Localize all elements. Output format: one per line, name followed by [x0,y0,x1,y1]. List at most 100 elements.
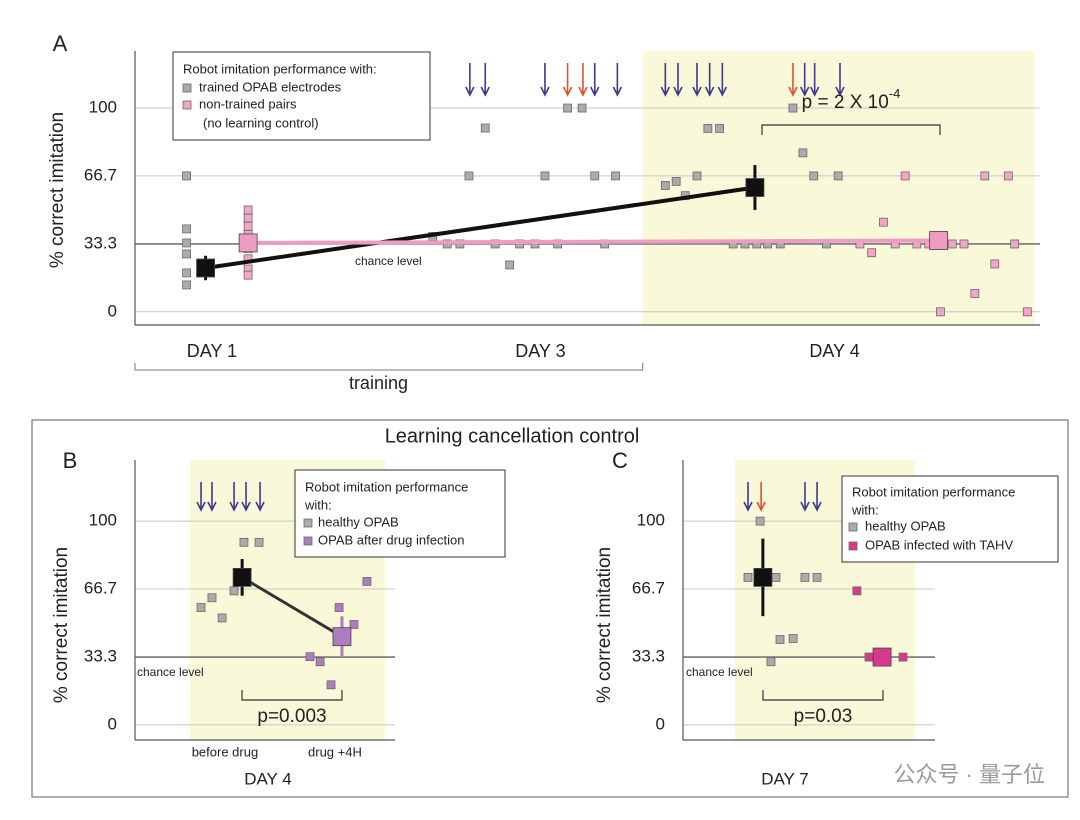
arrow [704,63,715,97]
data-point [229,586,239,596]
data-point [1022,307,1032,317]
data-point [239,537,249,547]
y-axis-label: % correct imitation [51,547,72,703]
legend-swatch [303,536,313,546]
y-axis-label: % correct imitation [47,112,68,268]
data-point [540,171,550,181]
data-point [243,213,253,223]
p-bracket [761,124,941,135]
data-point [788,634,798,643]
figure-title: Learning cancellation control [385,425,640,447]
data-point [980,171,990,181]
y-tick-label: 66.7 [632,578,665,597]
x-tick-label: DAY 3 [515,341,565,361]
data-point [900,171,910,181]
legend-label: OPAB infected with TAHV [865,537,1013,552]
data-point [788,103,798,113]
data-point [196,603,206,612]
p-value: p=0.03 [794,706,853,727]
data-point [692,171,702,181]
mean-marker [232,567,252,587]
data-point [809,171,819,181]
data-point [766,657,776,667]
legend-swatch [848,541,858,551]
arrow [692,63,702,97]
panel: 0 33.3 66.7 100 chance level C % correct imita… [594,448,1059,788]
data-point [970,289,980,298]
data-point [864,652,874,662]
arrow [756,482,766,512]
data-point [812,572,822,582]
y-tick-label: 0 [108,301,117,320]
mean-marker [196,258,215,278]
mean-marker [745,178,765,197]
legend-box [841,475,1059,563]
y-tick-label: 0 [108,714,117,733]
data-point [990,259,1000,269]
p-bracket [762,690,884,701]
legend-swatch [182,83,192,93]
x-tick-label: before drug [192,744,259,759]
legend-label: healthy OPAB [865,518,946,533]
arrow [207,482,217,512]
data-point [611,171,620,181]
data-point [182,268,191,278]
arrow [673,63,683,97]
data-point [771,572,781,582]
legend-label: OPAB after drug infection [318,532,464,547]
legend-title: with: [851,502,879,517]
p-value-exponent: -4 [889,86,901,101]
x-tick-label: DAY 1 [187,341,237,361]
y-axis-label: % correct imitation [594,547,615,703]
p-value-text: p = 2 X 10 [802,92,889,113]
data-point [182,249,191,259]
data-point [563,103,572,113]
data-point [775,635,785,644]
chance-label: chance level [686,665,753,679]
y-tick-label: 100 [89,98,117,117]
data-point [703,124,713,133]
mean-marker [929,231,949,250]
arrow [255,482,265,512]
p-value: p=0.003 [257,706,326,727]
arrow [540,63,550,97]
legend-title: with: [304,497,332,512]
mean-marker [332,627,352,647]
arrow [743,482,753,512]
data-point [947,239,957,249]
legend-box [172,51,431,141]
arrow [465,63,475,97]
chance-label: chance level [137,665,204,679]
data-point [879,217,888,227]
data-point [936,307,945,317]
arrow [809,63,820,97]
legend-title: Robot imitation performance [852,484,1015,499]
legend-label: non-trained pairs [199,96,297,111]
arrow [788,63,798,97]
span-label: training [349,373,408,393]
data-point [217,613,227,623]
arrow [660,63,671,97]
span-bracket [134,363,644,371]
data-point [243,205,253,215]
arrow [229,482,239,512]
x-tick-label: DAY 4 [809,341,859,361]
data-point [182,280,191,290]
data-point [798,148,808,158]
data-point [867,248,877,258]
arrow [480,63,490,97]
legend-swatch [303,518,313,528]
data-point [590,171,600,181]
arrow [799,63,810,97]
data-point [1003,171,1013,181]
watermark: 公众号 · 量子位 [893,762,1045,787]
arrow [612,63,623,97]
legend-title: Robot imitation performance [305,479,468,494]
p-bracket [241,690,343,701]
legend-note: (no learning control) [203,115,319,130]
data-point [480,123,490,133]
data-point [959,239,969,249]
x-axis-label: DAY 7 [761,769,809,788]
data-point [898,652,908,662]
shaded-region [642,51,1035,325]
